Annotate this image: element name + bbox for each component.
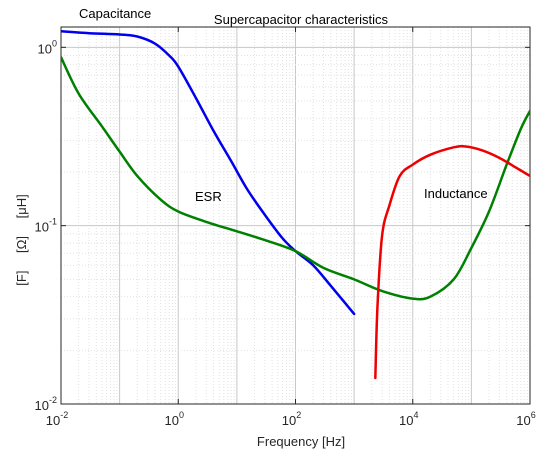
- x-tick-label-exponent: 6: [531, 410, 536, 420]
- x-tick-label: 102: [282, 410, 301, 428]
- x-tick-label: 106: [516, 410, 535, 428]
- series-line-inductance: [374, 144, 530, 380]
- x-tick-label-exponent: 4: [413, 410, 418, 420]
- x-tick-label-base: 10: [516, 413, 530, 428]
- y-tick-label-exponent: 0: [52, 38, 57, 48]
- chart-title: Supercapacitor characteristics: [214, 12, 389, 27]
- x-tick-label-base: 10: [46, 413, 60, 428]
- y-tick-label: 100: [38, 38, 57, 56]
- x-axis-label: Frequency [Hz]: [257, 434, 345, 449]
- x-tick-label: 10-2: [46, 410, 68, 428]
- x-tick-label-base: 10: [165, 413, 179, 428]
- y-axis-label-ohm: [Ω]: [14, 236, 29, 253]
- y-tick-label-base: 10: [35, 398, 49, 413]
- y-tick-label-exponent: -1: [49, 217, 57, 227]
- x-tick-label-exponent: 2: [296, 410, 301, 420]
- y-tick-label: 10-1: [35, 217, 57, 235]
- y-tick-label: 10-2: [35, 395, 57, 413]
- y-tick-label-exponent: -2: [49, 395, 57, 405]
- annotation-inductance: Inductance: [424, 186, 488, 201]
- x-tick-label: 100: [165, 410, 184, 428]
- x-tick-label-base: 10: [399, 413, 413, 428]
- axis-ticks: [60, 27, 531, 405]
- y-axis-label-farad: [F]: [14, 271, 29, 286]
- annotation-capacitance: Capacitance: [79, 6, 151, 21]
- y-axis-label: [F] [Ω] [μH]: [14, 194, 29, 285]
- y-tick-label-base: 10: [35, 220, 49, 235]
- series-lines: [61, 30, 530, 380]
- x-tick-label-exponent: 0: [179, 410, 184, 420]
- series-line-esr: [61, 55, 530, 301]
- x-tick-label-exponent: -2: [60, 410, 68, 420]
- y-tick-label-base: 10: [38, 41, 52, 56]
- x-tick-label-base: 10: [282, 413, 296, 428]
- y-axis-label-microhenry: [μH]: [14, 194, 29, 218]
- annotation-esr: ESR: [195, 189, 222, 204]
- x-tick-label: 104: [399, 410, 418, 428]
